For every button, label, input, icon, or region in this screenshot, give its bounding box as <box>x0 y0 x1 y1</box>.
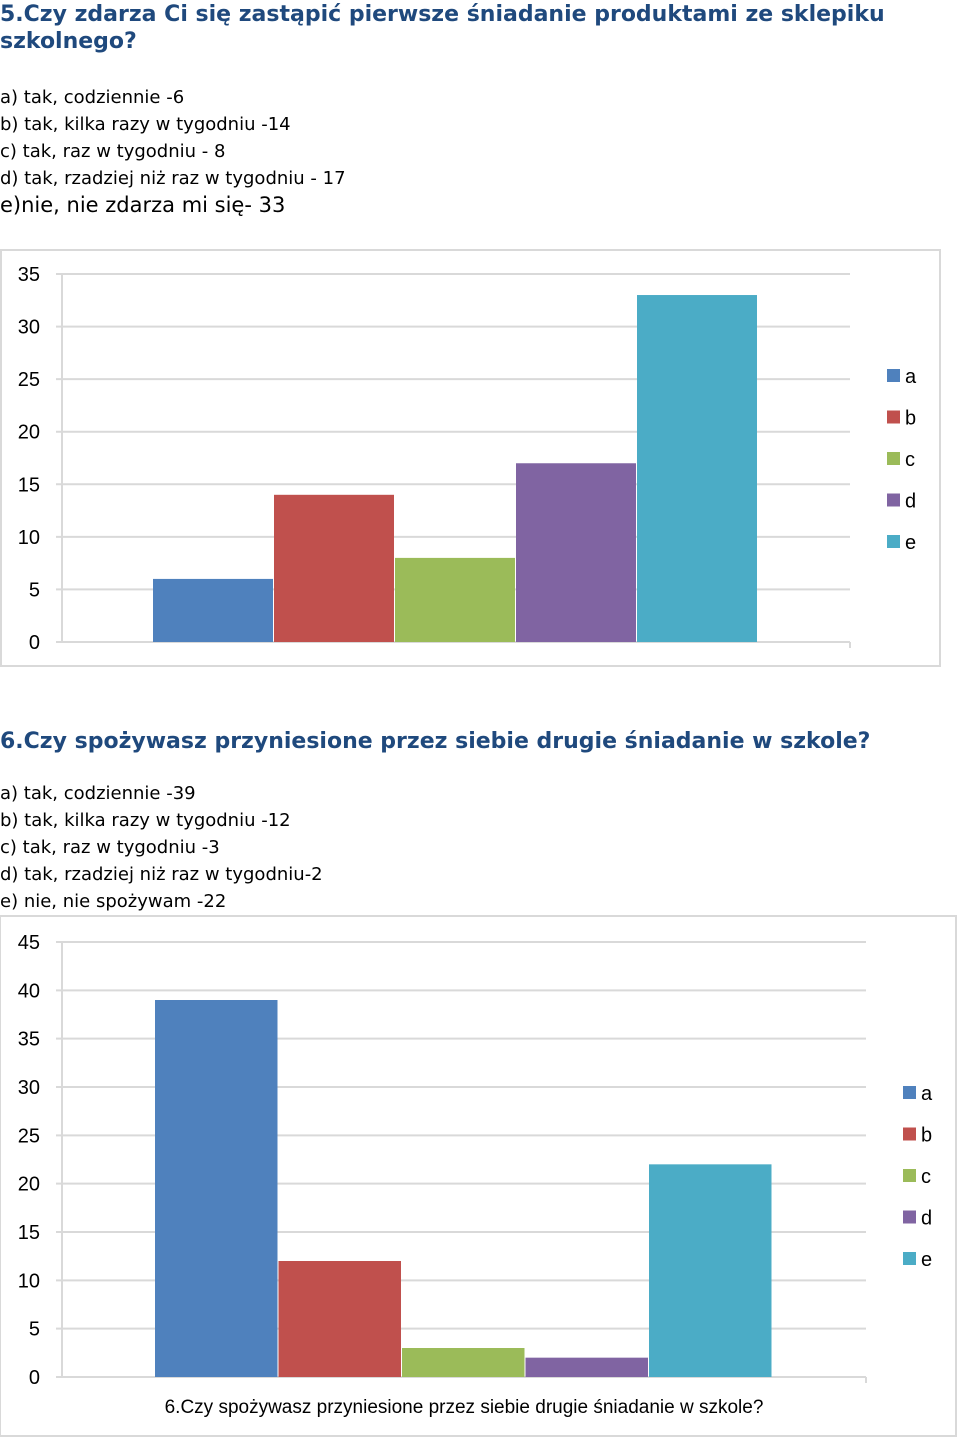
y-tick-label: 15 <box>18 474 40 496</box>
legend-swatch-b <box>903 1127 916 1141</box>
legend-label-c: c <box>921 1166 931 1188</box>
y-tick-label: 0 <box>29 1367 40 1389</box>
y-tick-label: 0 <box>29 632 40 654</box>
question6-option-b: b) tak, kilka razy w tygodniu -12 <box>0 810 291 831</box>
bar-a <box>155 1000 278 1377</box>
legend-swatch-a <box>887 369 900 382</box>
y-tick-label: 25 <box>18 1125 40 1147</box>
bar-a <box>153 578 273 642</box>
bar-b <box>278 1261 401 1377</box>
legend-label-d: d <box>905 491 916 513</box>
legend-label-e: e <box>905 532 916 554</box>
bar-d <box>516 463 636 642</box>
y-tick-label: 10 <box>18 1270 40 1292</box>
y-tick-label: 45 <box>18 932 40 954</box>
y-tick-label: 10 <box>18 527 40 549</box>
y-tick-label: 15 <box>18 1222 40 1244</box>
question5-option-a: a) tak, codziennie -6 <box>0 87 185 108</box>
legend-swatch-c <box>887 452 900 465</box>
bar-e <box>637 295 757 642</box>
question6-option-e: e) nie, nie spożywam -22 <box>0 891 227 912</box>
bar-c <box>402 1348 525 1377</box>
question6-option-d: d) tak, rzadziej niż raz w tygodniu-2 <box>0 864 323 885</box>
legend-swatch-d <box>903 1210 916 1224</box>
legend-swatch-d <box>887 493 900 507</box>
question5-title-line1: 5.Czy zdarza Ci się zastąpić pierwsze śn… <box>0 2 885 27</box>
question6-title: 6.Czy spożywasz przyniesione przez siebi… <box>0 729 871 754</box>
bar-b <box>274 494 394 642</box>
legend-swatch-e <box>903 1252 916 1265</box>
question5-option-d: d) tak, rzadziej niż raz w tygodniu - 17 <box>0 168 346 189</box>
legend-label-b: b <box>905 408 916 430</box>
legend-swatch-e <box>887 535 900 548</box>
y-tick-label: 5 <box>29 579 40 601</box>
legend-label-d: d <box>921 1208 932 1230</box>
y-tick-label: 20 <box>18 1174 40 1196</box>
question5-option-b: b) tak, kilka razy w tygodniu -14 <box>0 114 291 135</box>
question5-title-line2: szkolnego? <box>0 29 137 54</box>
legend-label-e: e <box>921 1249 932 1271</box>
x-axis-label: 6.Czy spożywasz przyniesione przez siebi… <box>165 1397 764 1418</box>
question6-options: a) tak, codziennie -39 b) tak, kilka raz… <box>0 780 323 915</box>
y-tick-label: 35 <box>18 264 40 286</box>
legend-label-a: a <box>921 1083 933 1105</box>
y-tick-label: 30 <box>18 317 40 339</box>
legend-swatch-a <box>903 1086 916 1099</box>
question6-option-a: a) tak, codziennie -39 <box>0 783 196 804</box>
legend-label-b: b <box>921 1125 932 1147</box>
y-tick-label: 40 <box>18 980 40 1002</box>
question6-option-c: c) tak, raz w tygodniu -3 <box>0 837 220 858</box>
question5-option-e: e)nie, nie zdarza mi się- 33 <box>0 193 286 217</box>
bar-d <box>525 1357 648 1377</box>
legend-label-c: c <box>905 449 915 471</box>
y-tick-label: 30 <box>18 1077 40 1099</box>
legend-swatch-b <box>887 410 900 424</box>
y-tick-label: 5 <box>29 1319 40 1341</box>
y-tick-label: 25 <box>18 369 40 391</box>
question5-option-c: c) tak, raz w tygodniu - 8 <box>0 141 226 162</box>
question5-options: a) tak, codziennie -6 b) tak, kilka razy… <box>0 84 346 219</box>
y-tick-label: 20 <box>18 422 40 444</box>
legend-label-a: a <box>905 366 917 388</box>
question5-title: 5.Czy zdarza Ci się zastąpić pierwsze śn… <box>0 1 960 55</box>
y-tick-label: 35 <box>18 1029 40 1051</box>
legend-swatch-c <box>903 1169 916 1182</box>
bar-c <box>395 557 515 642</box>
bar-e <box>649 1164 772 1377</box>
